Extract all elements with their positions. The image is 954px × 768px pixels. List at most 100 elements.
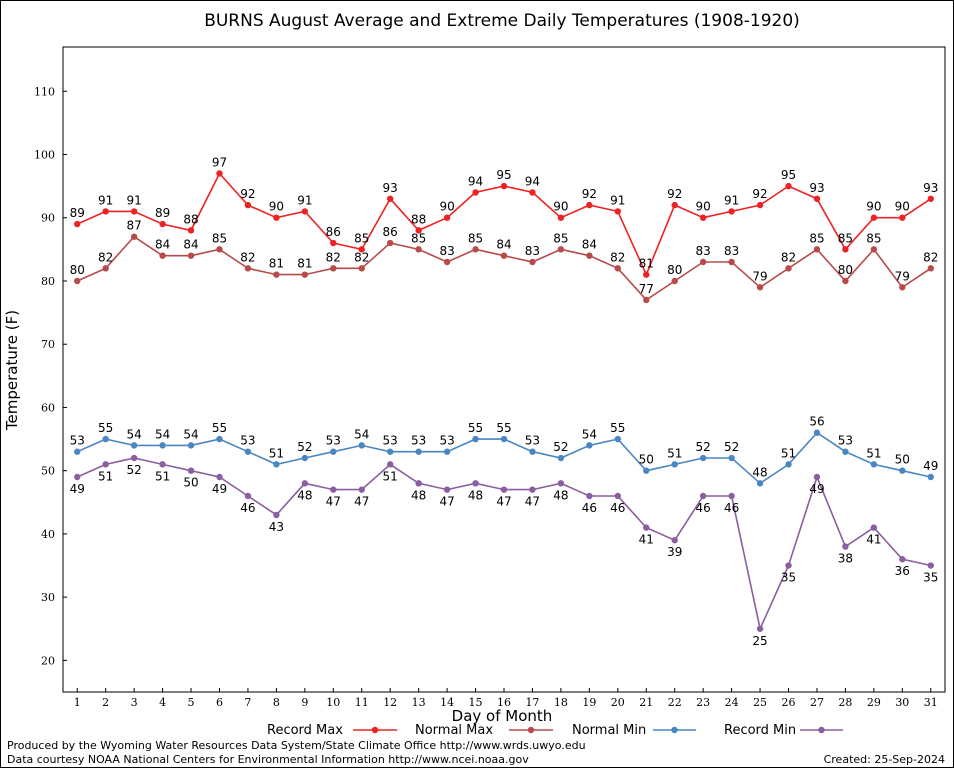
legend-swatch-marker-record-min — [818, 726, 825, 734]
data-point-record-min — [699, 492, 707, 500]
data-point-normal-max — [500, 252, 508, 259]
data-point-record-min — [130, 454, 138, 462]
data-label-normal-min: 55 — [610, 421, 625, 435]
data-point-normal-min — [927, 473, 934, 481]
data-label-record-min: 46 — [610, 501, 625, 515]
data-label-record-max: 91 — [98, 193, 113, 207]
x-tick-label: 2 — [102, 696, 109, 709]
data-label-record-min: 46 — [724, 501, 739, 515]
y-axis-label: Temperature (F) — [3, 310, 21, 431]
x-tick-label: 13 — [412, 696, 426, 709]
data-point-record-max — [443, 214, 451, 221]
series-record-max: 89 91 91 89 88 97 92 90 91 86 85 93 88 90 94 95 94 90 92 91… — [70, 155, 938, 278]
data-label-normal-min: 51 — [866, 446, 881, 460]
x-tick-label: 29 — [867, 696, 881, 709]
data-label-record-max: 91 — [126, 193, 141, 207]
data-label-normal-max: 85 — [809, 231, 824, 245]
data-label-normal-max: 83 — [724, 244, 739, 258]
data-label-normal-max: 82 — [781, 250, 796, 264]
data-label-normal-min: 54 — [582, 427, 597, 441]
data-point-record-min — [244, 492, 252, 500]
data-label-record-min: 49 — [809, 482, 824, 496]
data-point-normal-max — [813, 246, 821, 253]
data-label-record-min: 48 — [297, 488, 312, 502]
data-label-record-min: 51 — [383, 469, 398, 483]
data-point-normal-max — [443, 258, 451, 266]
data-point-record-max — [671, 201, 678, 209]
x-tick-label: 20 — [611, 696, 625, 709]
data-label-record-max: 91 — [724, 193, 739, 207]
data-point-normal-max — [614, 265, 622, 272]
data-label-normal-max: 85 — [411, 231, 426, 245]
data-label-normal-max: 79 — [895, 269, 910, 283]
data-label-normal-max: 85 — [866, 231, 881, 245]
data-point-record-max — [870, 214, 878, 221]
legend-label-normal-min: Normal Min — [572, 723, 646, 738]
x-tick-label: 22 — [668, 696, 682, 709]
data-label-record-min: 48 — [468, 488, 483, 502]
data-label-record-max: 81 — [639, 257, 654, 271]
data-point-normal-max — [358, 265, 365, 272]
data-label-normal-max: 81 — [269, 257, 284, 271]
data-point-normal-min — [273, 461, 280, 468]
data-label-normal-min: 53 — [525, 434, 540, 448]
data-label-normal-min: 53 — [240, 434, 255, 448]
x-tick-label: 11 — [355, 696, 369, 709]
data-label-record-max: 89 — [70, 206, 85, 220]
x-tick-label: 7 — [244, 696, 251, 709]
data-label-normal-min: 53 — [70, 434, 85, 448]
x-tick-label: 19 — [582, 696, 596, 709]
data-label-record-max: 93 — [923, 181, 938, 195]
data-point-record-min — [756, 625, 764, 632]
chart-title: BURNS August Average and Extreme Daily T… — [204, 11, 800, 31]
x-tick-label: 31 — [924, 696, 938, 709]
data-label-normal-max: 86 — [383, 225, 398, 239]
data-label-normal-max: 77 — [639, 282, 654, 296]
data-point-record-max — [899, 214, 906, 221]
data-point-record-max — [130, 208, 138, 215]
x-tick-label: 24 — [725, 696, 739, 709]
legend-item-normal-min: Normal Min — [572, 723, 696, 738]
data-point-normal-min — [130, 442, 138, 449]
data-point-record-min — [813, 473, 821, 481]
data-point-record-min — [301, 480, 309, 487]
x-tick-label: 25 — [753, 696, 767, 709]
footer-data-source: Data courtesy NOAA National Centers for … — [7, 753, 529, 766]
data-point-normal-min — [699, 454, 707, 462]
data-point-normal-max — [130, 233, 138, 240]
data-label-normal-min: 56 — [809, 415, 824, 429]
x-tick-label: 6 — [216, 696, 223, 709]
x-tick-label: 1 — [74, 696, 81, 709]
y-tick-label: 40 — [41, 528, 55, 541]
data-label-normal-min: 52 — [696, 440, 711, 454]
x-tick-label: 12 — [383, 696, 397, 709]
data-label-normal-max: 84 — [155, 238, 170, 252]
x-tick-label: 4 — [159, 696, 166, 709]
data-point-record-min — [870, 524, 878, 531]
data-label-record-max: 93 — [809, 181, 824, 195]
legend-label-normal-max: Normal Max — [415, 723, 493, 738]
legend-swatch-marker-normal-max — [527, 726, 535, 734]
data-point-record-max — [728, 208, 735, 215]
data-label-record-min: 50 — [183, 476, 198, 490]
data-label-normal-min: 53 — [326, 434, 341, 448]
data-point-record-max — [301, 208, 309, 215]
data-point-record-min — [330, 486, 337, 493]
data-point-record-max — [586, 201, 593, 209]
data-point-record-min — [386, 461, 394, 468]
data-point-normal-min — [756, 480, 764, 487]
x-tick-label: 17 — [525, 696, 539, 709]
data-point-normal-max — [728, 258, 735, 266]
data-point-normal-max — [699, 258, 707, 266]
data-point-normal-min — [728, 454, 735, 462]
data-label-normal-min: 52 — [724, 440, 739, 454]
data-point-normal-max — [74, 277, 81, 285]
data-point-normal-max — [330, 265, 337, 272]
data-point-record-min — [74, 473, 81, 481]
data-label-record-min: 47 — [496, 495, 511, 509]
data-point-normal-min — [842, 448, 849, 455]
data-point-normal-min — [529, 448, 536, 455]
data-label-normal-min: 49 — [923, 459, 938, 473]
data-point-record-max — [102, 208, 109, 215]
legend-label-record-max: Record Max — [267, 723, 343, 738]
